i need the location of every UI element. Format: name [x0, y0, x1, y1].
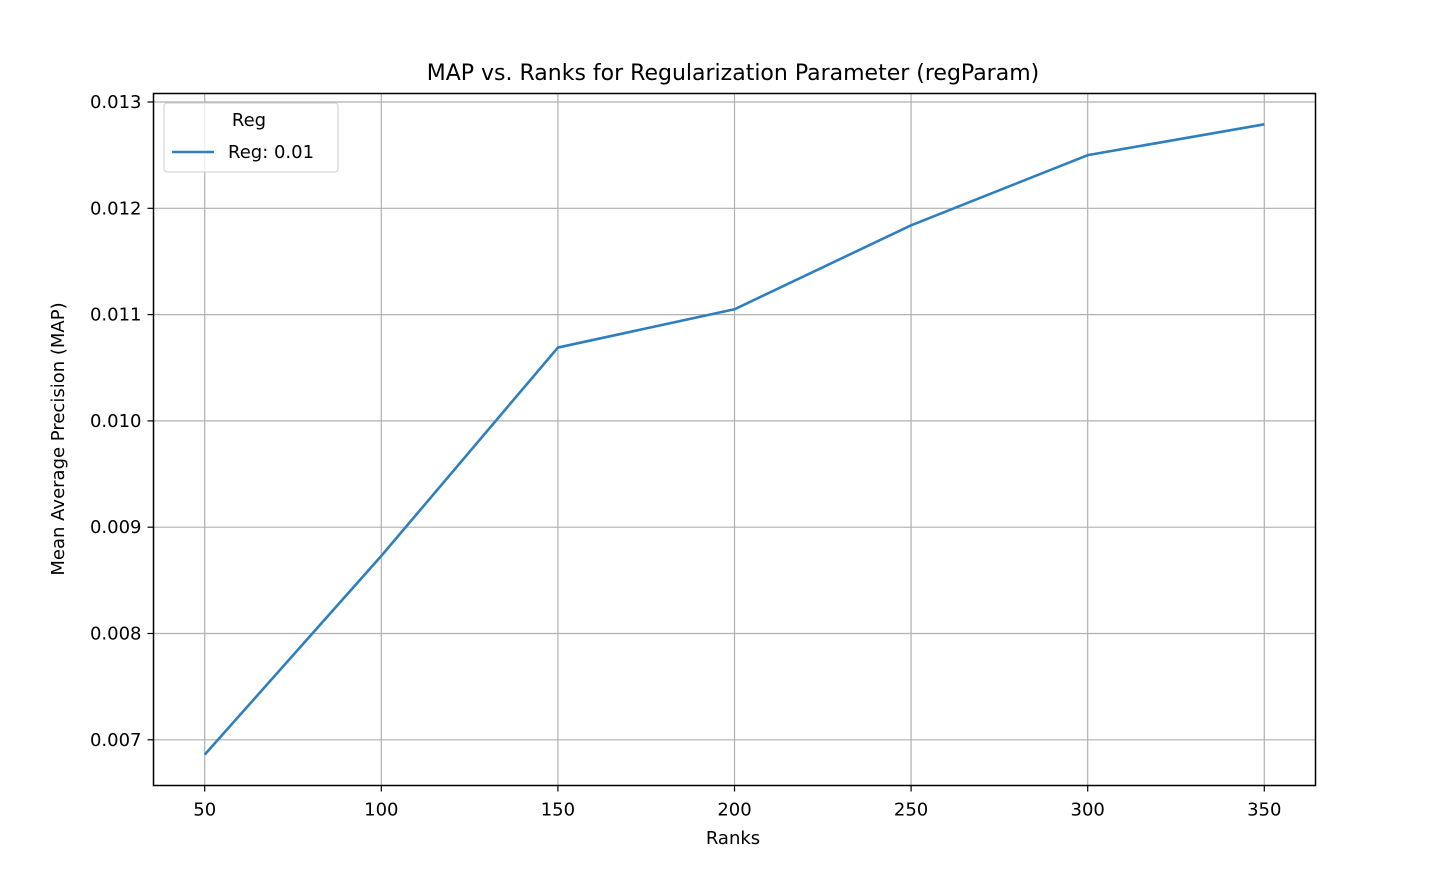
x-tick-label: 150	[541, 800, 575, 821]
y-tick-label: 0.011	[90, 305, 142, 326]
x-tick-label: 100	[364, 800, 398, 821]
x-tick-label: 350	[1247, 800, 1281, 821]
x-tick-label: 300	[1071, 800, 1105, 821]
y-tick-label: 0.009	[90, 517, 142, 538]
legend-box	[163, 102, 339, 173]
series-lines	[203, 123, 1265, 756]
grid-lines	[153, 93, 1316, 786]
legend-entry-label: Reg: 0.01	[228, 142, 314, 163]
x-tick-label: 200	[717, 800, 751, 821]
y-axis-ticks: 0.007 0.008 0.009 0.010 0.011 0.012 0.013	[90, 92, 154, 751]
legend: Reg Reg: 0.01	[163, 102, 339, 173]
y-tick-label: 0.010	[90, 411, 142, 432]
chart-title: MAP vs. Ranks for Regularization Paramet…	[427, 61, 1039, 86]
legend-title: Reg	[232, 110, 266, 131]
y-tick-label: 0.013	[90, 92, 142, 113]
y-tick-label: 0.008	[90, 623, 142, 644]
x-tick-label: 50	[193, 800, 216, 821]
y-tick-label: 0.007	[90, 730, 142, 751]
y-axis-label: Mean Average Precision (MAP)	[48, 302, 69, 575]
series-line-0	[203, 123, 1265, 756]
x-axis-ticks: 50 100 150 200 250 300 350	[193, 785, 1281, 821]
x-axis-label: Ranks	[706, 828, 760, 849]
y-tick-label: 0.012	[90, 198, 142, 219]
x-tick-label: 250	[894, 800, 928, 821]
